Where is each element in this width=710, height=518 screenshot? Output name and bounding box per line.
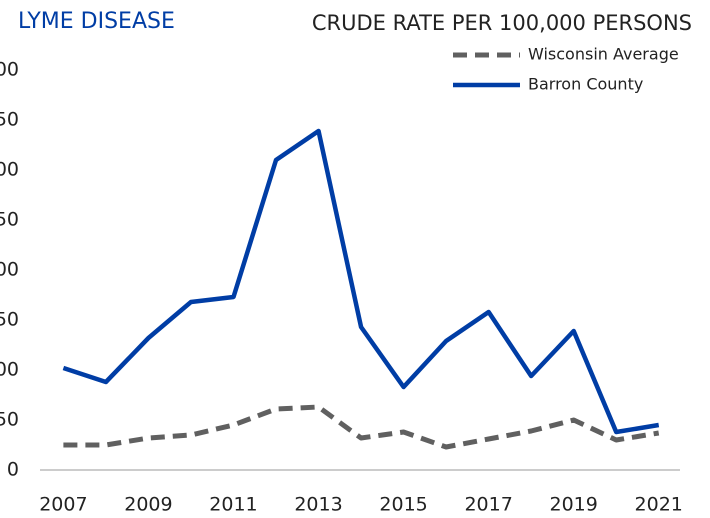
x-tick-label: 2013 — [294, 494, 342, 516]
y-tick-label: 200 — [0, 259, 19, 281]
x-tick-label: 2019 — [550, 494, 598, 516]
series-line — [62, 128, 660, 435]
y-tick-label: 350 — [0, 109, 19, 131]
chart-title: LYME DISEASE — [18, 9, 175, 34]
legend-label: Wisconsin Average — [528, 45, 679, 64]
x-tick-label: 2007 — [39, 494, 87, 516]
y-tick-label: 50 — [0, 409, 19, 431]
y-tick-label: 150 — [0, 309, 19, 331]
x-tick-label: 2017 — [464, 494, 512, 516]
x-tick-label: 2011 — [209, 494, 257, 516]
y-tick-label: 100 — [0, 359, 19, 381]
series-line — [63, 404, 660, 450]
y-tick-label: 300 — [0, 159, 19, 181]
y-tick-label: 0 — [7, 459, 19, 481]
legend-label: Barron County — [528, 75, 643, 94]
chart-subtitle: CRUDE RATE PER 100,000 PERSONS — [312, 11, 692, 35]
x-tick-label: 2021 — [635, 494, 683, 516]
x-tick-label: 2009 — [124, 494, 172, 516]
x-tick-label: 2015 — [379, 494, 427, 516]
y-tick-label: 400 — [0, 59, 19, 81]
y-tick-label: 250 — [0, 209, 19, 231]
